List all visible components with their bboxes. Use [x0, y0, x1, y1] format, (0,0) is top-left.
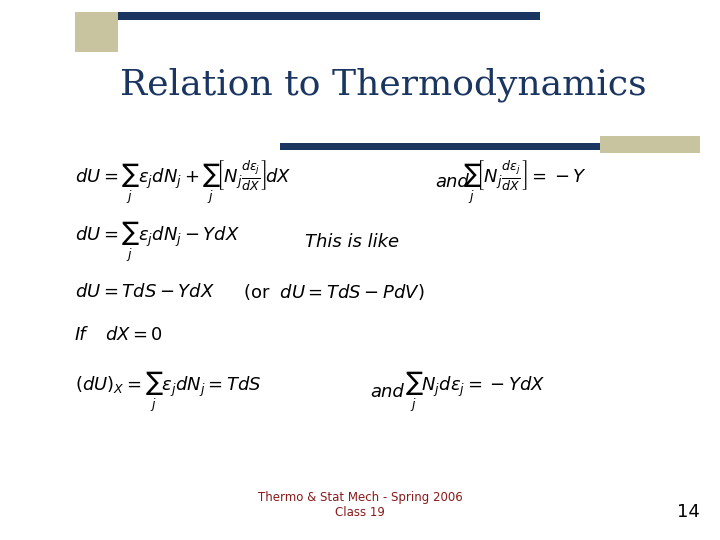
Text: and: and	[370, 383, 404, 401]
Bar	[280, 143, 700, 150]
Text: $dX = 0$: $dX = 0$	[105, 326, 163, 344]
Bar	[75, 12, 118, 52]
Text: Thermo & Stat Mech - Spring 2006: Thermo & Stat Mech - Spring 2006	[258, 491, 462, 504]
Text: $dU = \sum_j \varepsilon_j dN_j + \sum_j \!\left[ N_j \frac{d\varepsilon_j}{dX} : $dU = \sum_j \varepsilon_j dN_j + \sum_j…	[75, 158, 292, 206]
Text: 14: 14	[677, 503, 700, 521]
Text: and: and	[435, 173, 469, 191]
Text: $dU = TdS - YdX$: $dU = TdS - YdX$	[75, 283, 215, 301]
Text: Class 19: Class 19	[335, 505, 385, 518]
Bar	[75, 12, 540, 20]
Text: $\sum_j \!\left[ N_j \frac{d\varepsilon_j}{dX} \right] = -Y$: $\sum_j \!\left[ N_j \frac{d\varepsilon_…	[463, 158, 587, 206]
Text: $dU = \sum_j \varepsilon_j dN_j - YdX$: $dU = \sum_j \varepsilon_j dN_j - YdX$	[75, 220, 240, 264]
Text: (or  $dU = TdS - PdV$): (or $dU = TdS - PdV$)	[243, 282, 425, 302]
Bar	[600, 136, 700, 153]
Text: $\sum_j N_j d\varepsilon_j = -YdX$: $\sum_j N_j d\varepsilon_j = -YdX$	[405, 370, 545, 414]
Text: $\left(dU\right)_X = \sum_j \varepsilon_j dN_j = TdS$: $\left(dU\right)_X = \sum_j \varepsilon_…	[75, 370, 261, 414]
Text: If: If	[75, 326, 86, 344]
Text: This is like: This is like	[305, 233, 399, 251]
Text: Relation to Thermodynamics: Relation to Thermodynamics	[120, 68, 647, 102]
